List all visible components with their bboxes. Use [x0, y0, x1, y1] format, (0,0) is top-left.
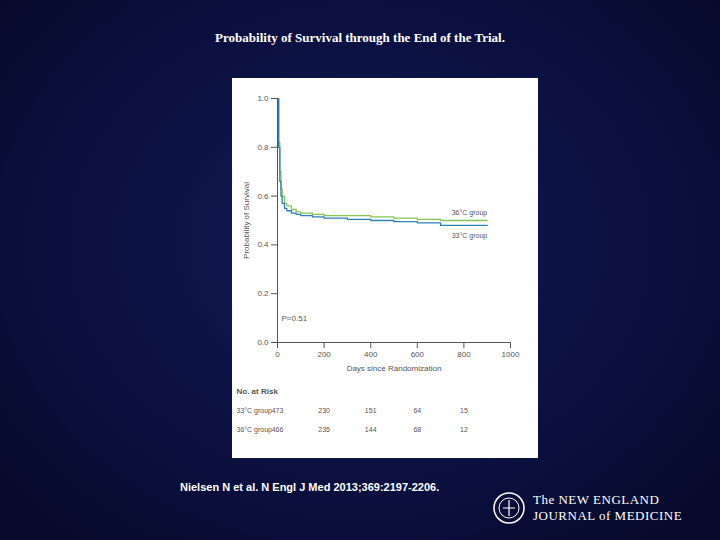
svg-text:400: 400	[364, 350, 378, 359]
svg-text:200: 200	[317, 350, 331, 359]
svg-text:36°C group: 36°C group	[452, 209, 488, 217]
svg-text:36°C group: 36°C group	[237, 426, 273, 434]
svg-text:235: 235	[318, 426, 330, 433]
html-text:Nielsen N et al. N Engl J Med: Nielsen N et al. N Engl J Med 2013;369:2…	[180, 481, 440, 493]
svg-text:0.2: 0.2	[257, 289, 269, 298]
svg-text:Probability of Survival: Probability of Survival	[242, 182, 251, 259]
svg-text:600: 600	[411, 350, 425, 359]
svg-text:144: 144	[365, 426, 377, 433]
svg-text:0.4: 0.4	[257, 240, 269, 249]
svg-text:Days since Randomization: Days since Randomization	[347, 364, 442, 373]
svg-text:1000: 1000	[502, 350, 520, 359]
svg-text:68: 68	[413, 426, 421, 433]
svg-text:33°C group: 33°C group	[237, 407, 273, 415]
svg-text:0.0: 0.0	[257, 338, 269, 347]
svg-text:12: 12	[460, 426, 468, 433]
svg-text:473: 473	[272, 407, 284, 414]
svg-text:P=0.51: P=0.51	[282, 314, 308, 323]
svg-text:0.8: 0.8	[257, 143, 269, 152]
html-text:JOURNAL of MEDICINE: JOURNAL of MEDICINE	[533, 508, 683, 523]
html-text:Probability of Survival throug: Probability of Survival through the End …	[215, 30, 505, 45]
svg-text:0: 0	[275, 350, 280, 359]
svg-text:800: 800	[457, 350, 471, 359]
svg-text:64: 64	[413, 407, 421, 414]
svg-text:15: 15	[460, 407, 468, 414]
svg-text:1.0: 1.0	[257, 94, 269, 103]
svg-text:No. at Risk: No. at Risk	[237, 387, 279, 396]
svg-text:0.6: 0.6	[257, 192, 269, 201]
svg-text:466: 466	[272, 426, 284, 433]
svg-text:151: 151	[365, 407, 377, 414]
svg-text:33°C group: 33°C group	[452, 232, 488, 240]
svg-text:230: 230	[318, 407, 330, 414]
html-text:The NEW ENGLAND: The NEW ENGLAND	[533, 492, 660, 507]
